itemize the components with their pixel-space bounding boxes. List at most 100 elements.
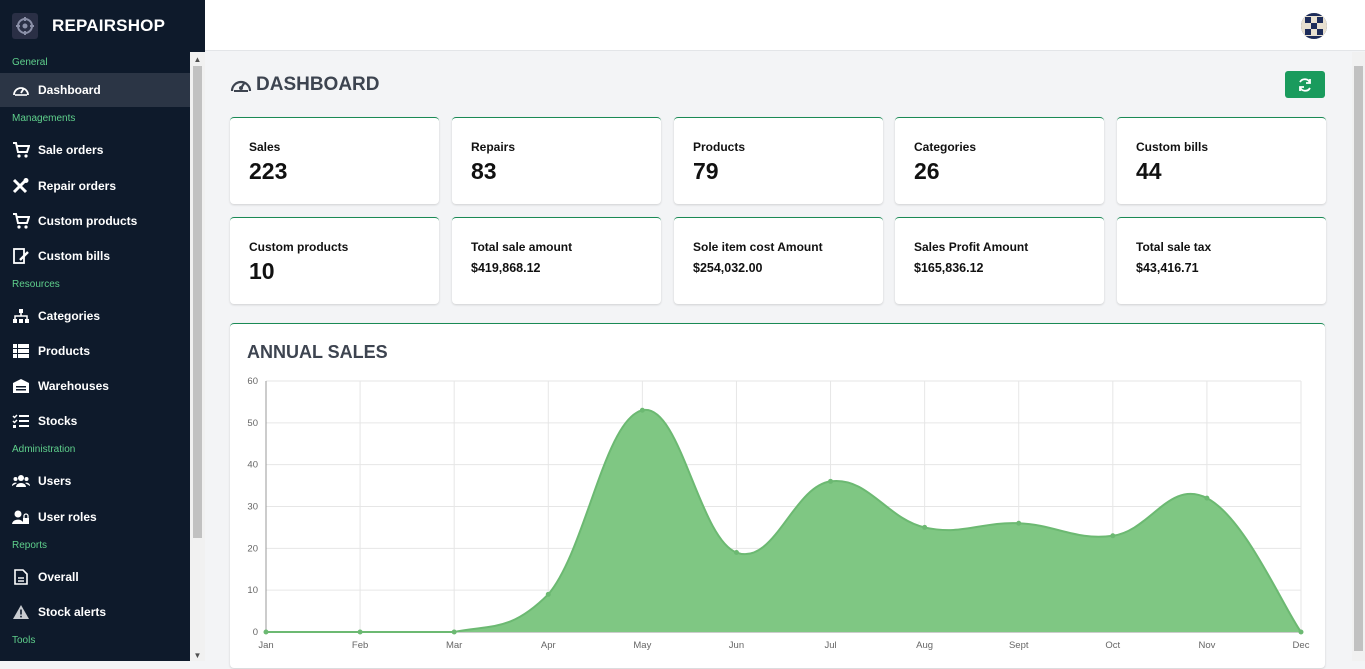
- area-line: [265, 409, 1302, 633]
- sidebar-item-label: Users: [38, 474, 72, 488]
- data-point: [357, 629, 363, 635]
- sidebar-item-categories[interactable]: Categories: [0, 299, 190, 333]
- stat-card-custom-bills: Custom bills 44: [1117, 117, 1326, 204]
- stat-card-repairs: Repairs 83: [452, 117, 661, 204]
- sitemap-icon: [11, 308, 31, 324]
- app-title: REPAIRSHOP: [52, 16, 166, 35]
- sidebar-item-label: Repair orders: [38, 179, 117, 193]
- sidebar-item-label: Warehouses: [38, 379, 109, 393]
- refresh-icon: [1299, 77, 1311, 92]
- sidebar-section-managements: Managements: [12, 113, 76, 124]
- chart-title: ANNUAL SALES: [247, 342, 388, 362]
- edit-bill-icon: [11, 248, 31, 264]
- sidebar-item-label: Stocks: [38, 414, 78, 428]
- data-point: [1110, 533, 1116, 539]
- stat-label: Custom bills: [1136, 140, 1209, 154]
- sidebar-item-custom-bills[interactable]: Custom bills: [0, 239, 190, 273]
- page-scrollbar[interactable]: [1352, 52, 1365, 661]
- stat-label: Sole item cost Amount: [693, 240, 823, 254]
- sidebar-item-custom-products[interactable]: Custom products: [0, 204, 190, 238]
- page-scrollbar-thumb[interactable]: [1354, 66, 1363, 651]
- data-point: [733, 550, 739, 556]
- x-tick-label: Jul: [824, 640, 836, 651]
- stat-label: Custom products: [249, 240, 349, 254]
- x-tick-label: Dec: [1293, 640, 1310, 651]
- warning-icon: [11, 604, 31, 620]
- annual-sales-chart: 0 10 20 30 40 50 60 Jan Feb Mar Apr May Jun Jul Aug Sep…: [247, 376, 1310, 651]
- stat-value: $419,868.12: [471, 261, 541, 275]
- sidebar-item-user-roles[interactable]: User roles: [0, 500, 190, 534]
- scroll-up-arrow-icon[interactable]: ▲: [193, 55, 202, 64]
- page-title: DASHBOARD: [230, 74, 380, 96]
- stat-value: 223: [249, 158, 288, 184]
- sidebar-item-label: Overall: [38, 570, 79, 584]
- stat-value: $165,836.12: [914, 261, 984, 275]
- stat-label: Sales Profit Amount: [914, 240, 1029, 254]
- user-lock-icon: [11, 509, 31, 525]
- stat-card-products: Products 79: [674, 117, 883, 204]
- sidebar-item-label: Custom bills: [38, 249, 111, 263]
- brand[interactable]: REPAIRSHOP: [0, 0, 205, 52]
- sidebar-item-stock-alerts[interactable]: Stock alerts: [0, 595, 190, 629]
- stat-label: Products: [693, 140, 746, 154]
- stat-value: 44: [1136, 158, 1162, 184]
- data-point: [451, 629, 457, 635]
- data-point: [639, 407, 645, 413]
- data-point: [263, 629, 269, 635]
- stat-label: Total sale amount: [471, 240, 573, 254]
- y-tick-label: 60: [247, 376, 258, 387]
- sidebar-item-users[interactable]: Users: [0, 464, 190, 498]
- data-point: [922, 524, 928, 530]
- sidebar-item-warehouses[interactable]: Warehouses: [0, 369, 190, 403]
- users-icon: [11, 473, 31, 489]
- scroll-down-arrow-icon[interactable]: ▼: [193, 651, 202, 660]
- y-tick-label: 20: [247, 543, 258, 554]
- x-tick-label: Aug: [916, 640, 933, 651]
- x-tick-label: Nov: [1198, 640, 1215, 651]
- sidebar-item-repair-orders[interactable]: Repair orders: [0, 169, 190, 203]
- top-bar: [205, 0, 1365, 51]
- cart-icon: [11, 213, 31, 229]
- sidebar-scrollbar-thumb[interactable]: [193, 66, 202, 538]
- stat-label: Total sale tax: [1136, 240, 1212, 254]
- sidebar-item-dashboard[interactable]: Dashboard: [0, 73, 190, 107]
- app-logo-icon: [12, 13, 38, 39]
- sidebar-item-label: Categories: [38, 309, 101, 323]
- stat-card-total-sale-amount: Total sale amount $419,868.12: [452, 217, 661, 304]
- sidebar-item-label: Dashboard: [38, 83, 101, 97]
- stat-card-categories: Categories 26: [895, 117, 1104, 204]
- stat-value: $254,032.00: [693, 261, 763, 275]
- stat-value: $43,416.71: [1136, 261, 1199, 275]
- avatar[interactable]: [1301, 13, 1327, 39]
- x-tick-label: Apr: [541, 640, 556, 651]
- stat-card-sales-profit-amount: Sales Profit Amount $165,836.12: [895, 217, 1104, 304]
- sidebar-item-sale-orders[interactable]: Sale orders: [0, 133, 190, 167]
- sidebar-section-tools: Tools: [12, 635, 36, 646]
- table-list-icon: [11, 343, 31, 359]
- x-tick-label: Jan: [258, 640, 273, 651]
- stat-label: Sales: [249, 140, 281, 154]
- data-point: [545, 591, 551, 597]
- refresh-button[interactable]: [1285, 71, 1325, 98]
- sidebar-item-stocks[interactable]: Stocks: [0, 404, 190, 438]
- sidebar-item-label: Stock alerts: [38, 605, 107, 619]
- sidebar-item-overall[interactable]: Overall: [0, 560, 190, 594]
- document-icon: [11, 569, 31, 585]
- dashboard-icon: [11, 82, 31, 98]
- sidebar-item-label: Custom products: [38, 214, 138, 228]
- stat-card-total-sale-tax: Total sale tax $43,416.71: [1117, 217, 1326, 304]
- stat-value: 83: [471, 158, 497, 184]
- data-point: [1204, 495, 1210, 501]
- stat-value: 26: [914, 158, 940, 184]
- cart-icon: [11, 142, 31, 158]
- stat-label: Categories: [914, 140, 977, 154]
- data-point: [1298, 629, 1304, 635]
- x-tick-label: Sept: [1009, 640, 1029, 651]
- x-tick-label: May: [633, 640, 651, 651]
- stat-card-custom-products: Custom products 10: [230, 217, 439, 304]
- stat-value: 10: [249, 258, 275, 284]
- sidebar-item-products[interactable]: Products: [0, 334, 190, 368]
- sidebar: [0, 0, 190, 661]
- stat-card-sole-item-cost-amount: Sole item cost Amount $254,032.00: [674, 217, 883, 304]
- tools-icon: [11, 178, 31, 194]
